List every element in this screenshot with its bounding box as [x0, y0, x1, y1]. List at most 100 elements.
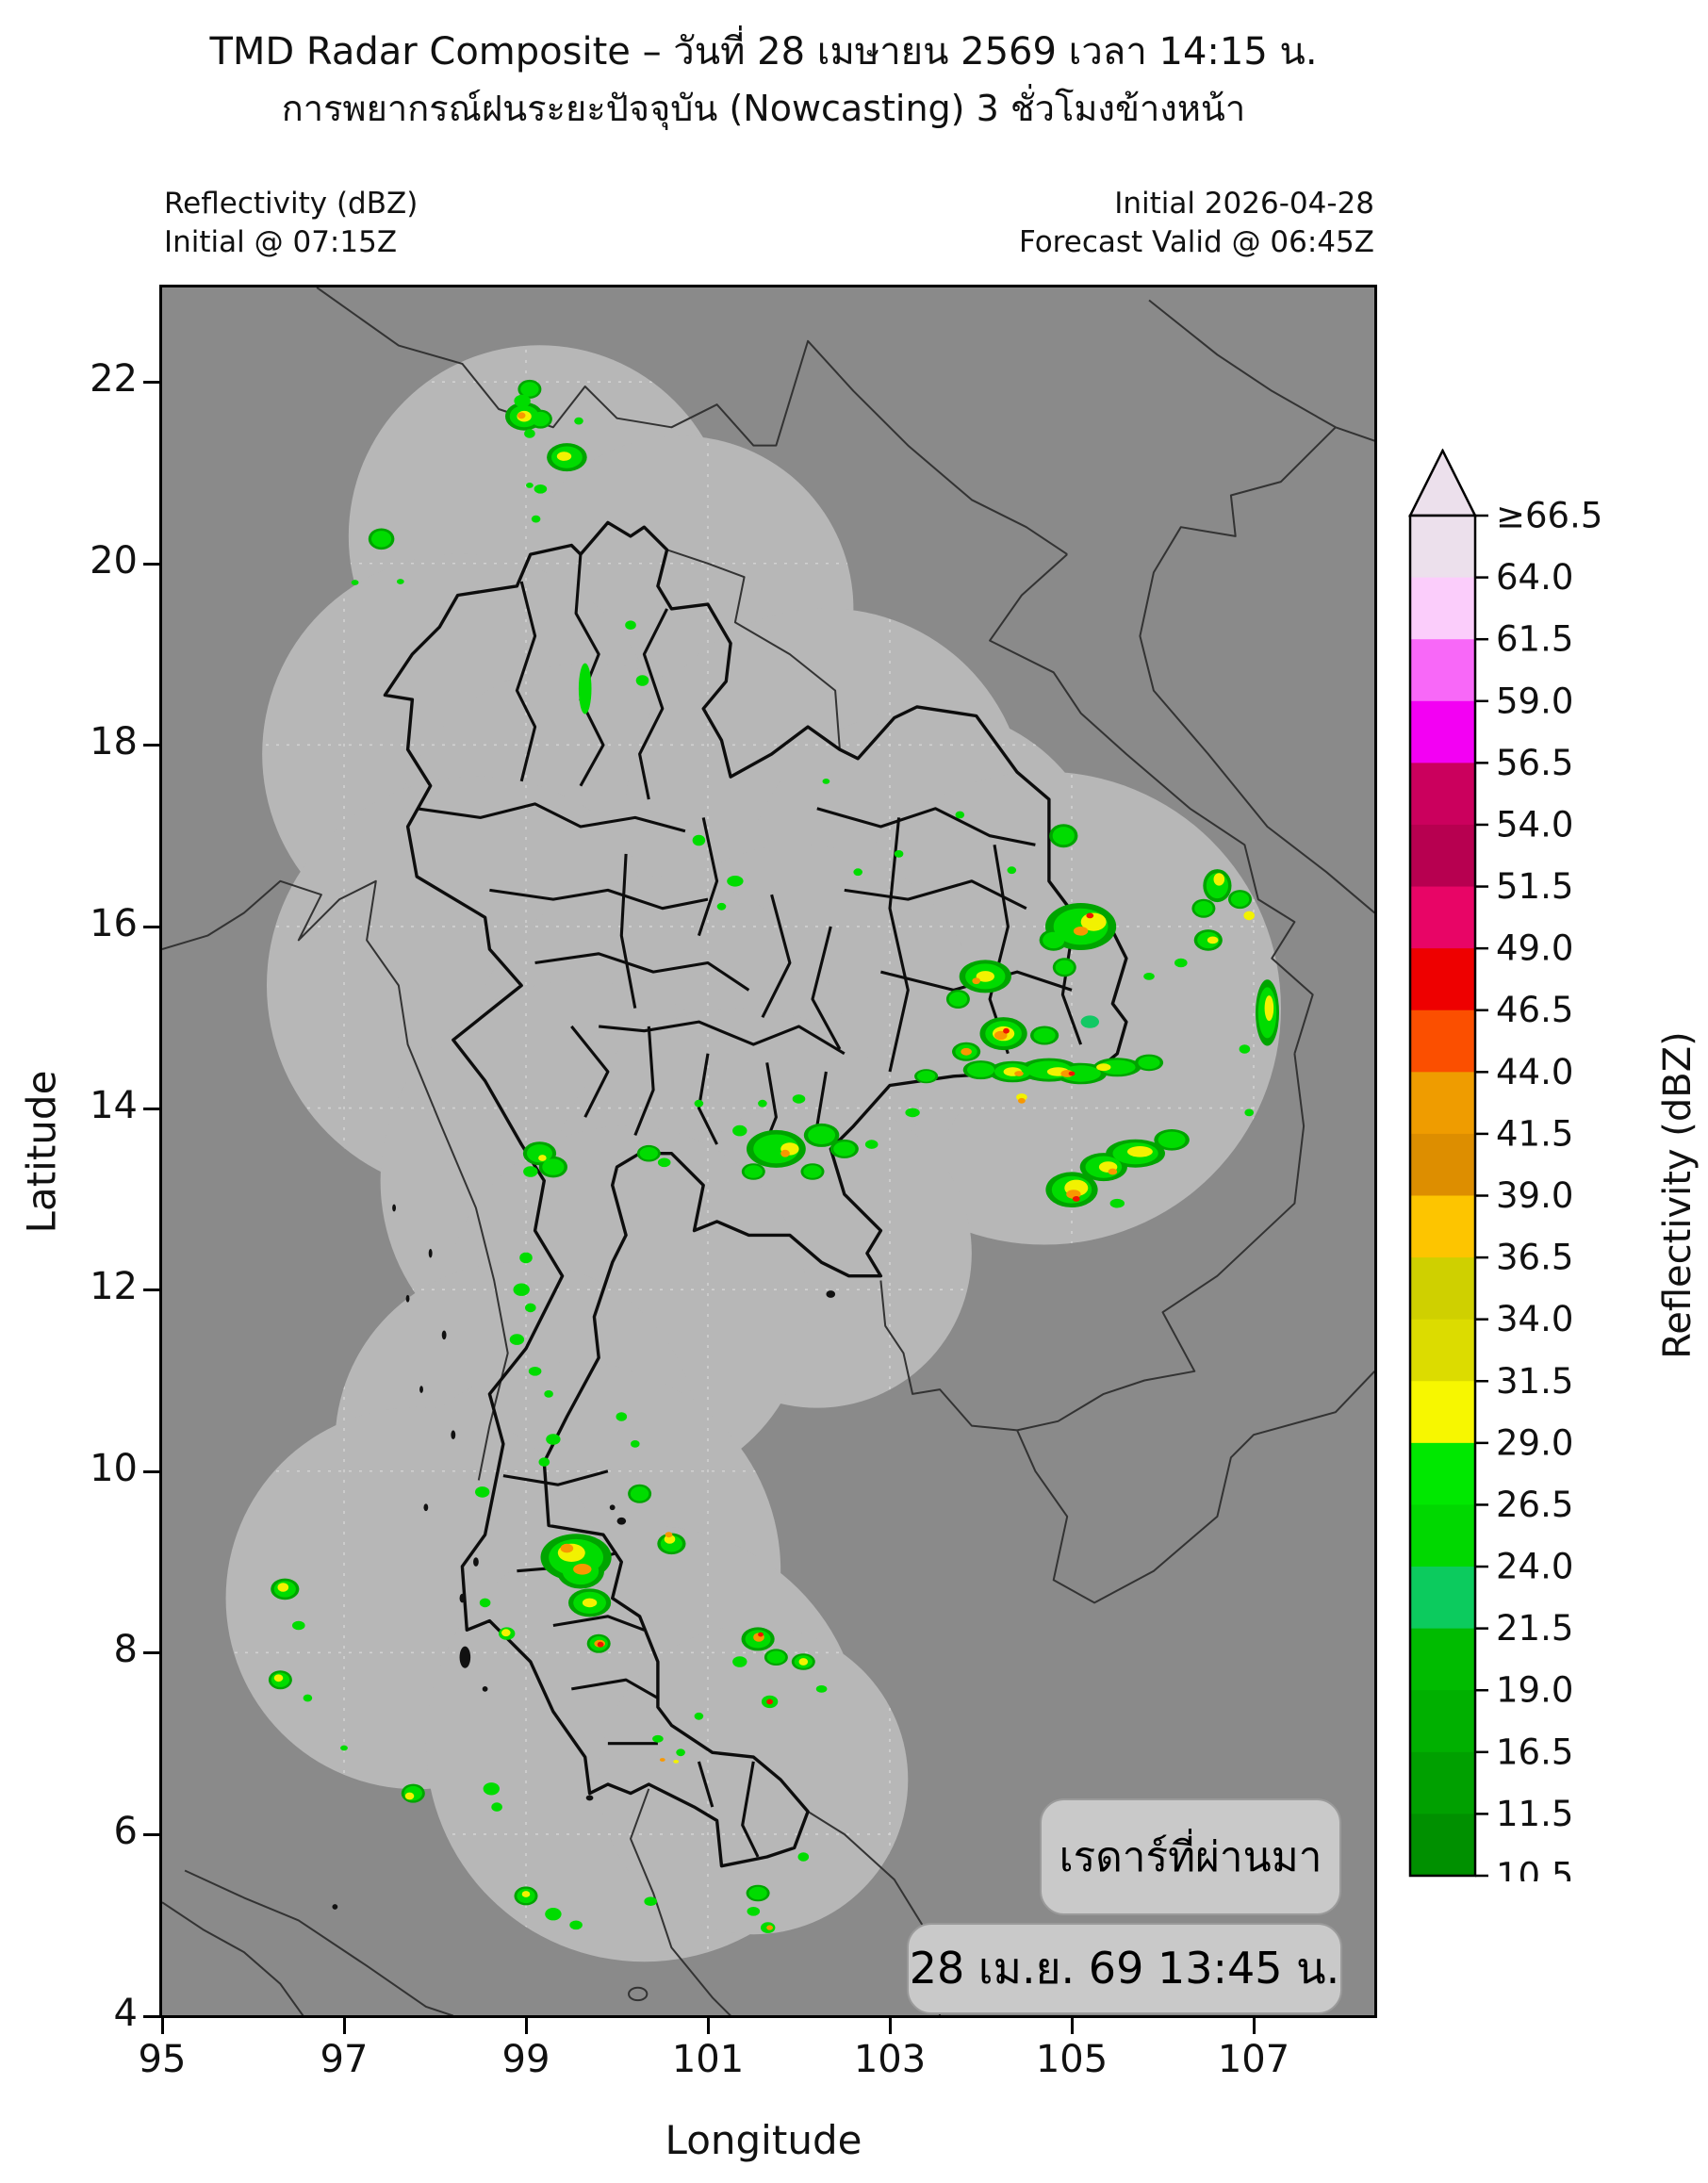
x-tick-mark	[161, 2018, 164, 2034]
echo-cell	[815, 1685, 828, 1693]
colorbar-tick-label: 26.5	[1496, 1485, 1573, 1525]
echo-cell	[544, 1390, 553, 1398]
y-tick-label: 8	[113, 1628, 138, 1672]
x-tick-label: 97	[320, 2038, 369, 2081]
echo-cell	[1080, 1015, 1099, 1028]
y-tick-label: 16	[90, 901, 138, 945]
province-border-line	[638, 608, 668, 800]
echo-cell	[727, 876, 744, 887]
echo-cell	[1264, 995, 1274, 1022]
colorbar-tick-label: 46.5	[1496, 990, 1573, 1030]
y-tick-mark	[143, 744, 159, 747]
echo-cell	[766, 1925, 773, 1930]
x-tick-mark	[1071, 2018, 1074, 2034]
country-border-line	[666, 549, 841, 750]
echo-cell	[1003, 1027, 1010, 1034]
colorbar-tick-label: 56.5	[1496, 743, 1573, 783]
echo-cell	[1194, 901, 1213, 916]
island	[616, 1517, 627, 1525]
echo-cell	[694, 1099, 704, 1108]
echo-cell	[531, 515, 541, 523]
echo-cell	[524, 429, 535, 438]
country-border-line	[184, 1869, 454, 2015]
echo-cell	[616, 1412, 628, 1421]
echo-cell	[483, 1782, 500, 1796]
y-tick-mark	[143, 381, 159, 385]
colorbar-tick-label: 29.0	[1496, 1422, 1573, 1463]
y-tick-mark	[143, 1107, 159, 1110]
echo-cell	[673, 1760, 680, 1764]
echo-cell	[639, 1147, 658, 1160]
echo-cell	[1158, 1131, 1186, 1148]
island	[609, 1504, 616, 1511]
y-tick-label: 14	[90, 1083, 138, 1127]
island	[419, 1386, 423, 1393]
echo-cell	[371, 531, 392, 548]
province-border-line	[633, 1026, 655, 1136]
echo-cell	[780, 1149, 790, 1157]
echo-cell	[556, 451, 572, 461]
echo-cell	[1243, 911, 1255, 921]
radar-timestamp-badge: 28 เม.ย. 69 13:45 น.	[907, 1923, 1342, 2014]
echo-cell	[277, 1583, 289, 1592]
country-border-line	[989, 553, 1314, 1055]
country-border-line	[162, 1901, 304, 2015]
province-border-line	[416, 802, 686, 833]
country-border-line	[1148, 299, 1374, 442]
echo-cell	[676, 1748, 685, 1757]
echo-cell	[644, 1896, 657, 1906]
island	[428, 1248, 433, 1258]
province-border-line	[844, 879, 1027, 911]
colorbar-tick-label: 21.5	[1496, 1608, 1573, 1649]
y-tick-label: 22	[90, 357, 138, 402]
y-tick-mark	[143, 925, 159, 928]
echo-cell	[1052, 827, 1075, 845]
echo-cell	[528, 1367, 542, 1376]
echo-cell	[1126, 1146, 1153, 1157]
island	[451, 1430, 456, 1440]
echo-cell	[652, 1734, 664, 1743]
echo-cell	[1239, 1044, 1251, 1054]
colorbar-tick-label: 34.0	[1496, 1299, 1573, 1339]
island	[473, 1557, 479, 1567]
province-border-line	[489, 888, 709, 911]
x-tick-mark	[1253, 2018, 1256, 2034]
y-tick-label: 10	[90, 1446, 138, 1490]
y-tick-mark	[143, 562, 159, 566]
colorbar-tick-label: 49.0	[1496, 928, 1573, 969]
echo-cell	[747, 1907, 761, 1916]
initial-date-label: Initial 2026-04-28	[1114, 187, 1374, 221]
colorbar-tick-label: 31.5	[1496, 1361, 1573, 1402]
echo-cell	[822, 779, 830, 784]
echo-cell	[560, 1543, 574, 1553]
province-border-line	[697, 1053, 718, 1145]
colorbar-tick-label: 44.0	[1496, 1052, 1573, 1092]
echo-cell	[692, 834, 706, 846]
echo-cell	[292, 1620, 305, 1631]
echo-cell	[520, 382, 539, 397]
echo-cell	[905, 1108, 920, 1118]
forecast-valid-block: Initial 2026-04-28 Forecast Valid @ 06:4…	[884, 185, 1374, 262]
echo-cell	[1109, 1198, 1125, 1208]
echo-cell	[475, 1486, 490, 1498]
echo-cell	[748, 1886, 767, 1900]
echo-cell	[514, 394, 531, 408]
province-border-line	[1060, 935, 1083, 1045]
echo-cell	[948, 992, 968, 1007]
colorbar-tick-label: 10.5	[1496, 1855, 1573, 1881]
echo-cell	[526, 483, 534, 488]
echo-cell	[509, 1334, 525, 1345]
colorbar-tick-label: 41.5	[1496, 1113, 1573, 1154]
colorbar-tick-label: ≥66.5	[1496, 496, 1602, 536]
echo-cell	[1138, 1056, 1160, 1070]
echo-cell	[797, 1852, 810, 1862]
radar-past-badge: เรดาร์ที่ผ่านมา	[1040, 1798, 1341, 1915]
y-tick-mark	[143, 1832, 159, 1836]
echo-cell	[630, 1486, 649, 1502]
echo-cell	[1096, 1063, 1111, 1072]
x-tick-mark	[525, 2018, 528, 2034]
country-border-line	[630, 1788, 731, 2015]
y-tick-label: 18	[90, 720, 138, 764]
province-border-line	[816, 807, 1036, 846]
reflectivity-initial-block: Reflectivity (dBZ) Initial @ 07:15Z	[164, 185, 418, 262]
